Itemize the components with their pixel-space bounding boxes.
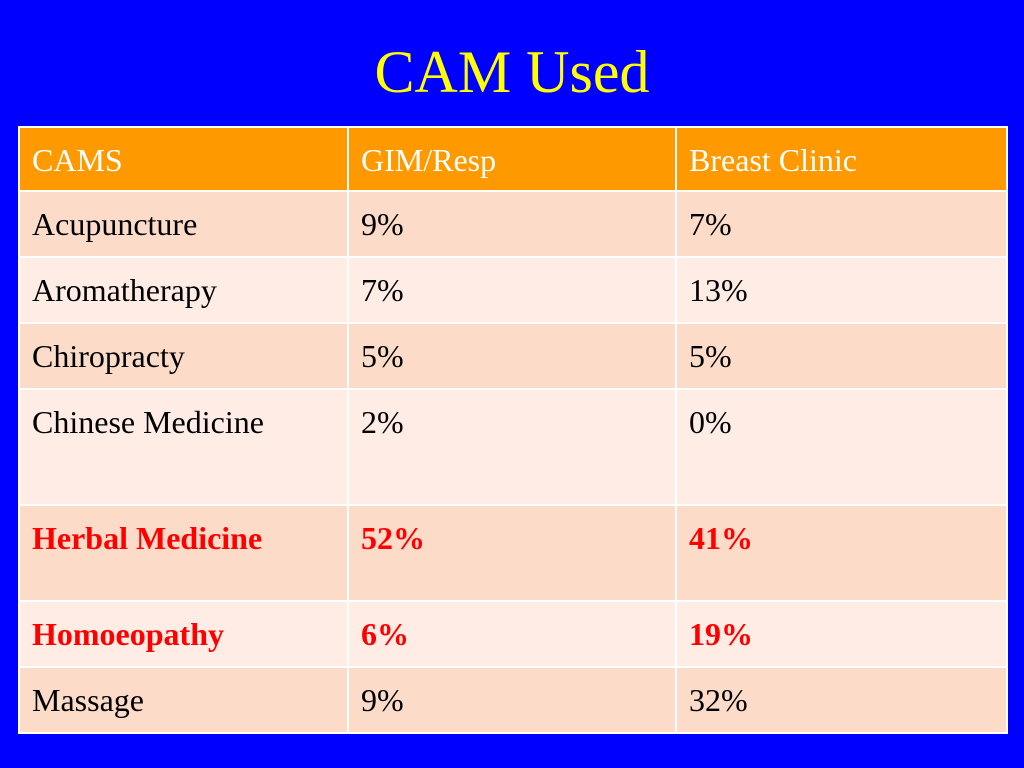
table-row-highlight: Herbal Medicine 52% 41% (18, 504, 1008, 602)
cell-gim-resp: 7% (347, 256, 677, 324)
header-gim-resp: GIM/Resp (347, 126, 677, 192)
cell-gim-resp: 6% (347, 600, 677, 668)
cell-therapy: Aromatherapy (18, 256, 349, 324)
cell-breast-clinic: 19% (675, 600, 1008, 668)
cell-gim-resp: 9% (347, 666, 677, 734)
table-row: Aromatherapy 7% 13% (18, 256, 1008, 324)
cell-breast-clinic: 32% (675, 666, 1008, 734)
header-cams: CAMS (18, 126, 349, 192)
cell-therapy: Acupuncture (18, 190, 349, 258)
table-header-row: CAMS GIM/Resp Breast Clinic (18, 126, 1008, 192)
cell-therapy: Massage (18, 666, 349, 734)
table-row: Massage 9% 32% (18, 666, 1008, 734)
slide-title: CAM Used (374, 39, 650, 105)
cell-therapy: Herbal Medicine (18, 504, 349, 602)
cam-usage-table: CAMS GIM/Resp Breast Clinic Acupuncture … (18, 126, 1008, 734)
cell-gim-resp: 2% (347, 388, 677, 506)
header-breast-clinic: Breast Clinic (675, 126, 1008, 192)
cell-breast-clinic: 13% (675, 256, 1008, 324)
cell-breast-clinic: 7% (675, 190, 1008, 258)
cell-therapy: Homoeopathy (18, 600, 349, 668)
cell-breast-clinic: 0% (675, 388, 1008, 506)
table-row: Chinese Medicine 2% 0% (18, 388, 1008, 506)
cell-breast-clinic: 5% (675, 322, 1008, 390)
cell-breast-clinic: 41% (675, 504, 1008, 602)
table-row-highlight: Homoeopathy 6% 19% (18, 600, 1008, 668)
cell-gim-resp: 52% (347, 504, 677, 602)
table-row: Acupuncture 9% 7% (18, 190, 1008, 258)
cell-therapy: Chinese Medicine (18, 388, 349, 506)
cell-therapy: Chiropracty (18, 322, 349, 390)
cell-gim-resp: 9% (347, 190, 677, 258)
table-row: Chiropracty 5% 5% (18, 322, 1008, 390)
cell-gim-resp: 5% (347, 322, 677, 390)
